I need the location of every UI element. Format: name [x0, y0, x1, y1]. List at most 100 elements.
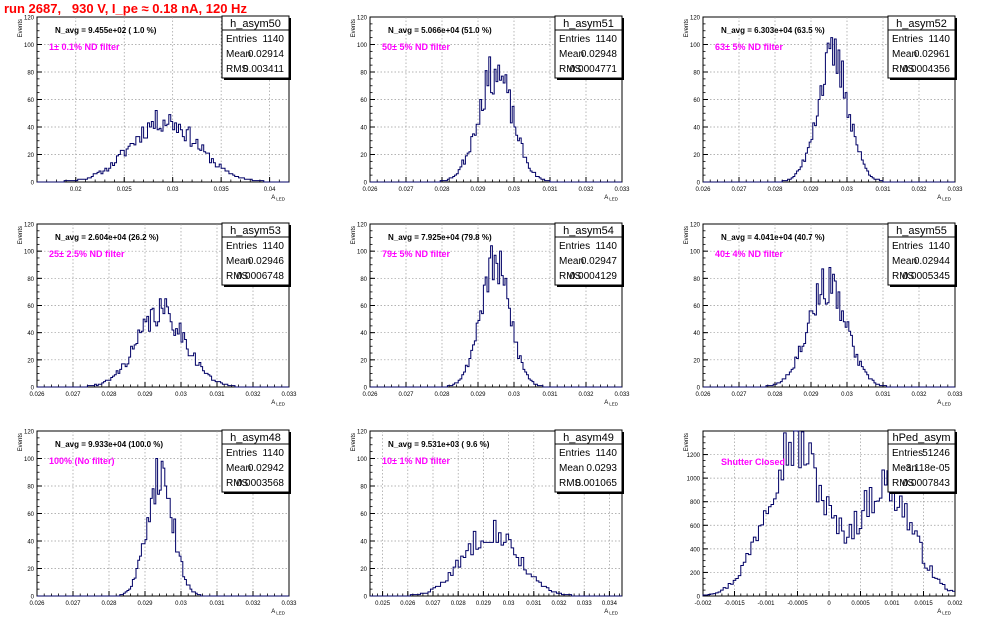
y-tick-label: 60: [693, 98, 700, 104]
x-axis-label: ALED: [271, 400, 286, 407]
x-axis-label: ALED: [604, 609, 619, 616]
stat-label: Mean: [892, 463, 917, 474]
x-tick-label: 0.03: [841, 187, 853, 193]
y-tick-label: 0: [697, 595, 701, 601]
x-tick-label: 0.033: [281, 392, 297, 398]
y-tick-label: 400: [690, 547, 701, 553]
y-tick-label: 120: [690, 223, 701, 229]
histogram-series: [370, 245, 622, 388]
histogram-title: h_asym51: [563, 18, 614, 30]
stat-label: Mean: [559, 256, 584, 267]
y-tick-label: 20: [693, 358, 700, 364]
x-tick-label: 0.025: [375, 601, 391, 607]
x-tick-label: 0.02: [70, 187, 82, 193]
stat-value: 0.0005345: [903, 271, 951, 282]
histogram-series: [703, 37, 955, 183]
x-tick-label: 0.035: [214, 187, 230, 193]
y-tick-label: 200: [690, 571, 701, 577]
y-tick-label: 40: [27, 331, 34, 337]
x-tick-label: 0.033: [947, 392, 963, 398]
y-tick-label: 40: [27, 540, 34, 546]
stats-box: hPed_asym Entries 51246 Mean-3.118e-05 RMS0.…: [887, 429, 957, 494]
x-tick-label: 0.002: [947, 601, 963, 607]
stat-value: 1140: [262, 241, 284, 252]
filter-label: 50± 5% ND filter: [382, 42, 450, 52]
y-tick-label: 20: [360, 358, 367, 364]
stat-label: RMS: [892, 478, 915, 489]
stat-label: RMS: [892, 271, 915, 282]
y-tick-label: 0: [31, 386, 35, 392]
histogram-title: h_asym55: [896, 225, 947, 237]
x-tick-label: 0.027: [398, 187, 414, 193]
stat-value: 1140: [595, 34, 617, 45]
navg-label: N_avg = 6.303e+04 (63.5 %): [721, 26, 825, 35]
stat-value: 0.02942: [248, 463, 285, 474]
y-tick-label: 0: [697, 386, 701, 392]
x-tick-label: -0.0005: [787, 601, 808, 607]
x-axis-label: ALED: [604, 195, 619, 202]
x-tick-label: 0.027: [731, 187, 747, 193]
x-tick-label: 0.031: [209, 601, 225, 607]
histogram-panel: 0 20 40 60 80 100 120 0.026 0.027 0.028 0.029 0.03 0…: [684, 15, 963, 202]
filter-label: 100% (No filter): [49, 456, 115, 466]
stat-value: -3.118e-05: [902, 463, 950, 474]
stat-value: 0.02944: [914, 256, 951, 267]
y-tick-label: 80: [693, 71, 700, 77]
x-tick-label: 0.031: [875, 392, 891, 398]
stat-label: RMS: [226, 271, 249, 282]
x-tick-label: 0.03: [508, 392, 520, 398]
stat-label: Mean: [226, 256, 251, 267]
x-tick-label: 0.032: [245, 601, 261, 607]
histogram-panel: 0 20 40 60 80 100 120 0.02 0.025 0.03 0.035 0.04 Eve…: [18, 15, 291, 202]
stat-value: 0.003411: [243, 64, 284, 75]
x-tick-label: 0.026: [362, 187, 378, 193]
x-tick-label: 0.029: [476, 601, 492, 607]
stat-value: 0.0004129: [570, 271, 618, 282]
navg-label: N_avg = 9.531e+03 ( 9.6 %): [388, 440, 490, 449]
y-tick-label: 0: [697, 181, 701, 187]
x-axis-label: ALED: [271, 609, 286, 616]
y-tick-label: 1000: [687, 477, 701, 483]
x-tick-label: 0.0015: [914, 601, 933, 607]
x-tick-label: 0.031: [542, 392, 558, 398]
x-tick-label: 0.033: [577, 601, 593, 607]
y-tick-label: 60: [360, 512, 367, 518]
x-tick-label: 0.028: [767, 187, 783, 193]
histogram-title: h_asym48: [230, 432, 281, 444]
stat-label: RMS: [559, 478, 582, 489]
x-tick-label: 0.026: [695, 392, 711, 398]
y-tick-label: 800: [690, 500, 701, 506]
y-tick-label: 40: [27, 126, 34, 132]
x-tick-label: 0.03: [503, 601, 515, 607]
histogram-panel: 0 200 400 600 800 1000 1200 -0.002 -0.0015 -0.001…: [684, 429, 963, 616]
stat-value: 0.001065: [575, 478, 617, 489]
x-tick-label: -0.001: [757, 601, 775, 607]
y-tick-label: 20: [360, 567, 367, 573]
x-tick-label: 0.033: [614, 392, 630, 398]
x-tick-label: 0.027: [398, 392, 414, 398]
x-tick-label: 0.034: [602, 601, 618, 607]
stat-label: Entries: [226, 34, 257, 45]
stat-value: 1140: [595, 241, 617, 252]
y-axis-label: Events: [18, 19, 24, 37]
y-tick-label: 120: [24, 430, 35, 436]
stat-label: Mean: [226, 49, 251, 60]
y-tick-label: 0: [364, 181, 368, 187]
x-axis-label: ALED: [271, 195, 286, 202]
stat-label: Mean: [226, 463, 251, 474]
x-tick-label: 0.0005: [851, 601, 870, 607]
y-tick-label: 120: [690, 16, 701, 22]
stat-label: Entries: [892, 241, 923, 252]
y-tick-label: 60: [27, 98, 34, 104]
filter-label: 10± 1% ND filter: [382, 456, 450, 466]
x-tick-label: 0.031: [875, 187, 891, 193]
x-tick-label: 0.033: [281, 601, 297, 607]
x-tick-label: 0.031: [542, 187, 558, 193]
stat-label: RMS: [226, 64, 249, 75]
stat-label: Entries: [226, 448, 257, 459]
